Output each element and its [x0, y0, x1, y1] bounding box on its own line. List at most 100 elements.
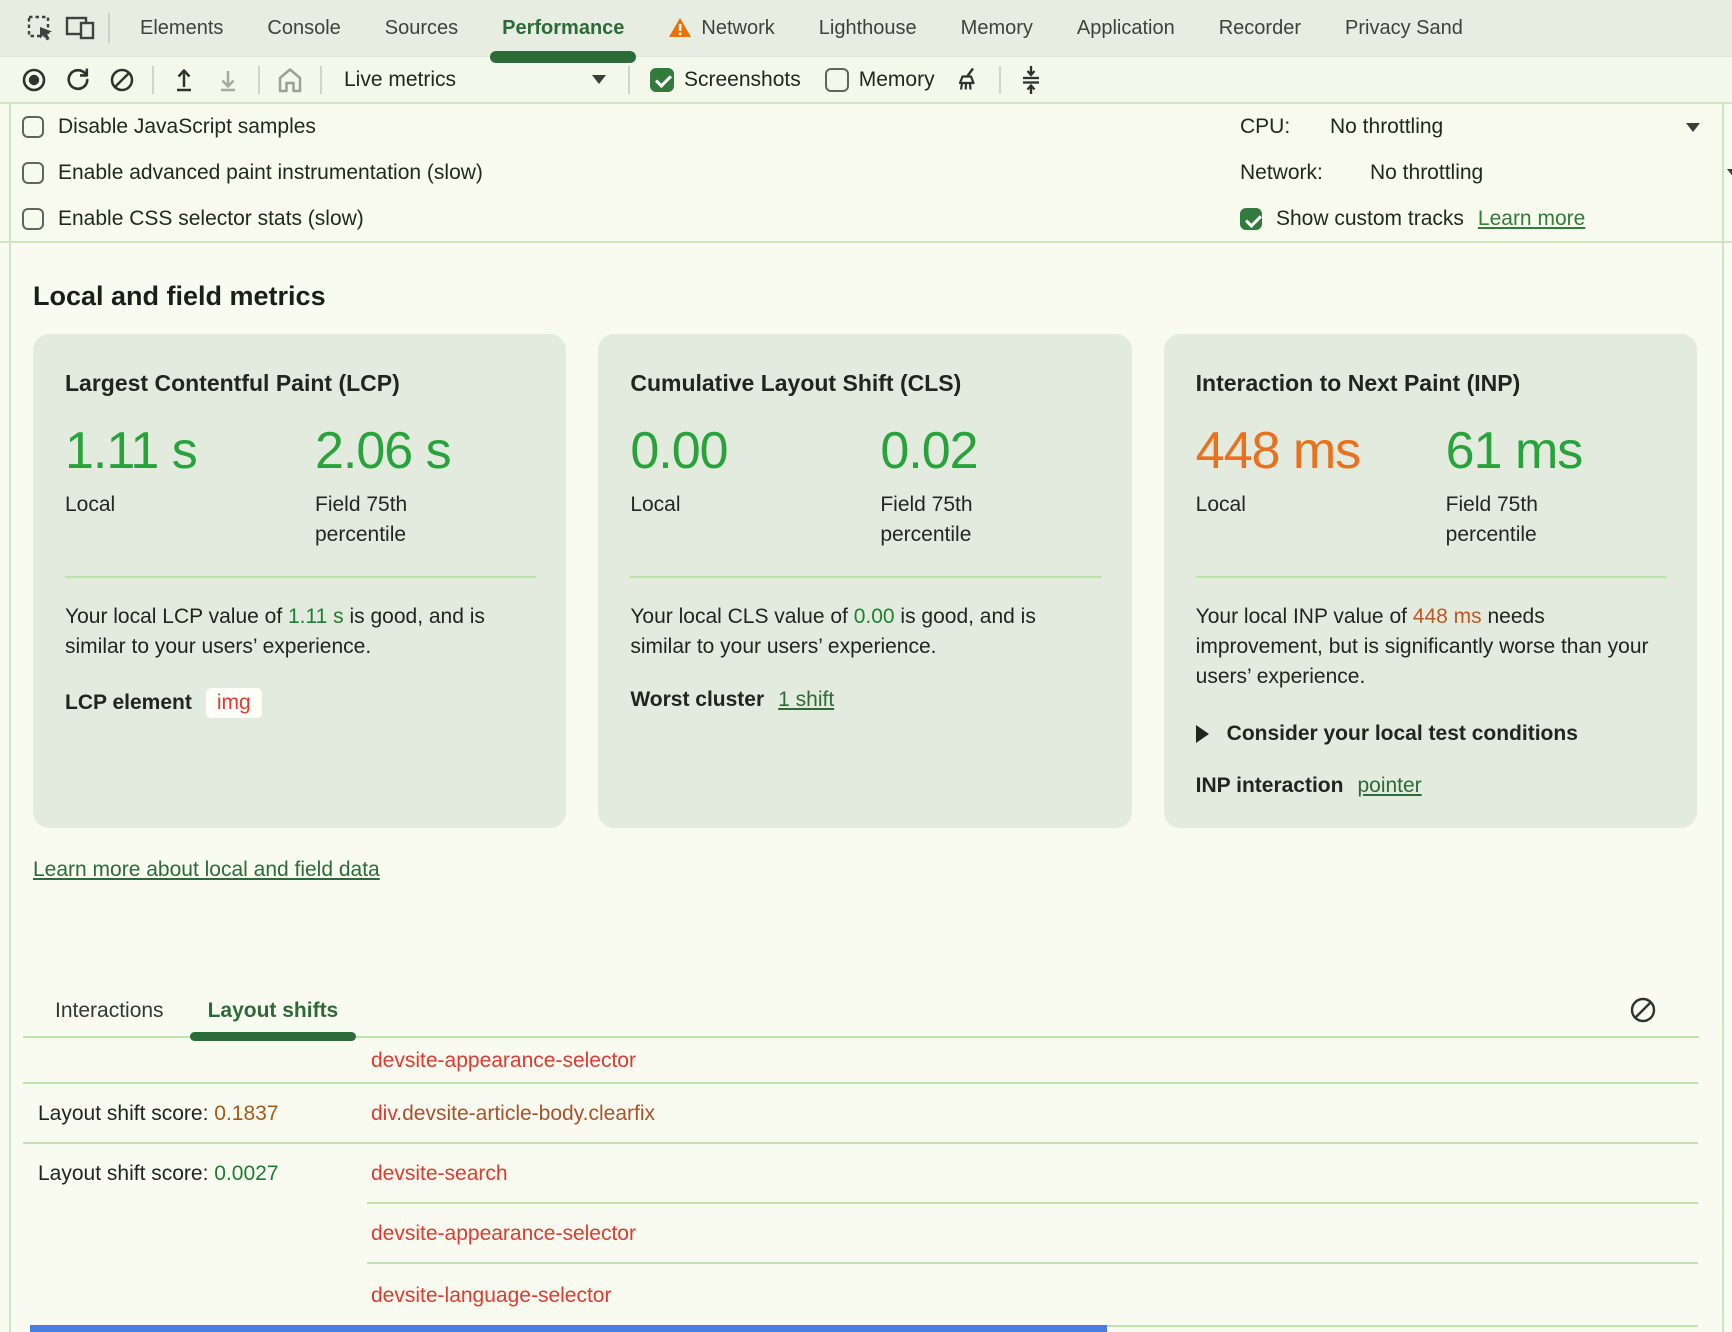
inp-interaction-link[interactable]: pointer	[1357, 774, 1422, 797]
selected-row-highlight	[30, 1325, 1107, 1332]
layout-shift-row: devsite-appearance-selector	[0, 1038, 1732, 1084]
chevron-down-icon	[592, 75, 606, 84]
network-value: No throttling	[1370, 161, 1484, 184]
local-label: Local	[65, 493, 116, 516]
chevron-down-icon	[1686, 122, 1700, 132]
checkbox-label: Memory	[858, 67, 935, 91]
network-throttling-select[interactable]: Network: No throttling	[1240, 150, 1732, 196]
learn-more-link[interactable]: Learn more	[1477, 207, 1586, 230]
inp-description: Your local INP value of 448 ms needs imp…	[1195, 605, 1649, 688]
local-label: Local	[630, 493, 681, 516]
checkbox-icon	[22, 208, 44, 230]
toolbar-separator	[258, 65, 260, 94]
tab-label: Sources	[384, 16, 459, 39]
tab-network[interactable]: Network	[646, 0, 796, 57]
disable-js-samples-checkbox[interactable]: Disable JavaScript samples	[22, 104, 483, 150]
home-icon[interactable]	[268, 61, 312, 99]
card-title: Interaction to Next Paint (INP)	[1195, 370, 1521, 396]
layout-shift-score: Layout shift score: 0.0027	[38, 1162, 279, 1185]
element-link[interactable]: devsite-search	[371, 1162, 508, 1185]
cpu-throttling-select[interactable]: CPU: No throttling	[1240, 104, 1732, 150]
memory-checkbox[interactable]: Memory	[824, 67, 935, 92]
field-label: Field 75th percentile	[880, 493, 973, 546]
tab-label: Elements	[140, 16, 224, 39]
cls-field-value: 0.02	[880, 422, 978, 480]
tab-label: Privacy Sand	[1345, 16, 1463, 39]
tab-lighthouse[interactable]: Lighthouse	[797, 0, 939, 57]
checkbox-icon	[22, 162, 44, 184]
record-icon[interactable]	[12, 61, 56, 99]
tab-layout-shifts[interactable]: Layout shifts	[189, 986, 356, 1041]
download-icon[interactable]	[206, 61, 250, 99]
toolbar-separator	[152, 65, 154, 94]
network-label: Network:	[1240, 161, 1323, 184]
tab-application[interactable]: Application	[1055, 0, 1197, 57]
tab-label: Interactions	[55, 999, 164, 1022]
panel-view-select[interactable]: Live metrics	[330, 68, 620, 92]
element-link[interactable]: devsite-language-selector	[371, 1283, 612, 1307]
reload-icon[interactable]	[56, 61, 100, 99]
inp-local-value: 448 ms	[1195, 422, 1362, 480]
advanced-paint-checkbox[interactable]: Enable advanced paint instrumentation (s…	[22, 150, 483, 196]
learn-more-field-data-link[interactable]: Learn more about local and field data	[33, 858, 380, 881]
tab-performance[interactable]: Performance	[480, 0, 646, 63]
tab-label: Console	[267, 16, 341, 39]
css-selector-stats-checkbox[interactable]: Enable CSS selector stats (slow)	[22, 196, 483, 242]
toolbar-separator	[320, 65, 322, 94]
layout-shift-row: Layout shift score: 0.1837 div.devsite-a…	[0, 1084, 1732, 1144]
tab-memory[interactable]: Memory	[939, 0, 1055, 57]
collapse-icon[interactable]	[1009, 61, 1053, 99]
toolbar-separator	[628, 65, 630, 94]
checkbox-label: Disable JavaScript samples	[58, 115, 316, 138]
lcp-card: Largest Contentful Paint (LCP) 1.11 s Lo…	[33, 334, 567, 828]
tab-console[interactable]: Console	[245, 0, 362, 57]
layout-shift-row: devsite-language-selector	[0, 1264, 1732, 1327]
element-link[interactable]: devsite-appearance-selector	[371, 1049, 636, 1072]
checkbox-label: Enable CSS selector stats (slow)	[58, 207, 364, 230]
collect-garbage-icon[interactable]	[947, 61, 991, 99]
element-link[interactable]: div.devsite-article-body.clearfix	[371, 1102, 656, 1125]
tab-label: Performance	[502, 16, 625, 39]
tab-sources[interactable]: Sources	[363, 0, 480, 57]
upload-icon[interactable]	[162, 61, 206, 99]
chevron-down-icon	[1727, 168, 1732, 178]
tab-label: Lighthouse	[818, 16, 917, 39]
lcp-description: Your local LCP value of 1.11 s is good, …	[65, 605, 485, 658]
checkbox-label: Enable advanced paint instrumentation (s…	[58, 161, 483, 184]
tab-interactions[interactable]: Interactions	[55, 986, 164, 1036]
layout-shift-row: devsite-appearance-selector	[0, 1204, 1732, 1264]
element-link[interactable]: devsite-appearance-selector	[371, 1222, 636, 1245]
tab-label: Recorder	[1218, 16, 1301, 39]
toolbar-separator	[998, 65, 1001, 94]
row-divider	[367, 1262, 1698, 1264]
show-custom-tracks-checkbox[interactable]: Show custom tracks Learn more	[1240, 196, 1732, 242]
tabbar-separator	[108, 13, 110, 43]
layout-shift-score: Layout shift score: 0.1837	[38, 1102, 279, 1125]
card-divider	[630, 576, 1102, 578]
checkbox-checked-icon	[650, 67, 674, 92]
warning-icon	[668, 17, 692, 39]
screenshots-checkbox[interactable]: Screenshots	[650, 67, 801, 92]
content-left-border	[9, 104, 11, 1332]
worst-cluster-label: Worst cluster	[630, 688, 765, 711]
worst-cluster-link[interactable]: 1 shift	[778, 688, 835, 711]
tab-elements[interactable]: Elements	[118, 0, 245, 57]
triangle-right-icon	[1195, 725, 1209, 743]
cls-card: Cumulative Layout Shift (CLS) 0.00 Local…	[598, 334, 1132, 828]
checkbox-checked-icon	[1240, 208, 1262, 230]
local-test-conditions-disclosure[interactable]: Consider your local test conditions	[1195, 722, 1667, 746]
inspect-icon[interactable]	[20, 8, 60, 48]
tab-label: Application	[1076, 16, 1175, 39]
tab-privacy-sandbox[interactable]: Privacy Sand	[1323, 0, 1485, 57]
lcp-element-link[interactable]: img	[205, 688, 262, 718]
view-select-value: Live metrics	[344, 67, 457, 91]
clear-icon[interactable]	[100, 61, 144, 99]
clear-log-icon[interactable]	[1627, 994, 1659, 1026]
disclosure-label: Consider your local test conditions	[1226, 722, 1578, 745]
row-divider	[23, 1142, 1698, 1144]
device-toolbar-icon[interactable]	[60, 8, 100, 48]
content-right-border	[1722, 104, 1724, 1332]
cls-local-value: 0.00	[630, 422, 728, 480]
tab-recorder[interactable]: Recorder	[1197, 0, 1323, 57]
